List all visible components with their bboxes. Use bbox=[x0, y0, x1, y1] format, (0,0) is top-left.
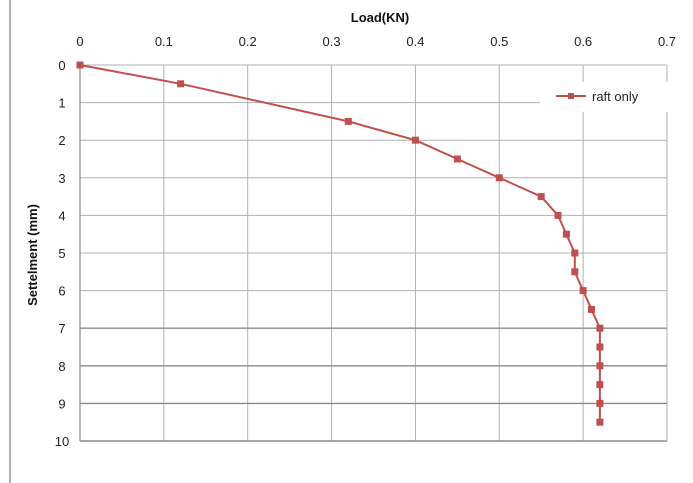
y-tick-label-4: 4 bbox=[58, 208, 65, 223]
data-point-0 bbox=[76, 61, 84, 69]
data-point-4 bbox=[453, 155, 461, 163]
y-tick-label-3: 3 bbox=[58, 171, 65, 186]
x-tick-label-2: 0.2 bbox=[239, 34, 257, 49]
legend-label-raft-only: raft only bbox=[592, 89, 639, 104]
data-point-18 bbox=[596, 418, 604, 426]
data-point-7 bbox=[554, 211, 562, 219]
y-tick-labels: 0 1 2 3 4 5 6 7 8 9 10 bbox=[55, 58, 69, 449]
x-tick-label-6: 0.6 bbox=[574, 34, 592, 49]
data-point-3 bbox=[411, 136, 419, 144]
data-point-5 bbox=[495, 174, 503, 182]
x-tick-labels: 0 0.1 0.2 0.3 0.4 0.5 0.6 0.7 bbox=[76, 34, 676, 49]
y-tick-label-2: 2 bbox=[58, 133, 65, 148]
y-tick-label-6: 6 bbox=[58, 284, 65, 299]
grid-lines bbox=[79, 64, 668, 442]
y-tick-label-9: 9 bbox=[58, 396, 65, 411]
data-point-8 bbox=[562, 230, 570, 238]
y-tick-label-5: 5 bbox=[58, 246, 65, 261]
data-point-15 bbox=[596, 362, 604, 370]
x-tick-label-4: 0.4 bbox=[406, 34, 424, 49]
data-point-10 bbox=[571, 268, 579, 276]
data-point-6 bbox=[537, 193, 545, 201]
data-point-2 bbox=[344, 117, 352, 125]
x-tick-label-1: 0.1 bbox=[155, 34, 173, 49]
x-tick-label-7: 0.7 bbox=[658, 34, 676, 49]
data-point-16 bbox=[596, 381, 604, 389]
y-tick-label-1: 1 bbox=[58, 96, 65, 111]
y-tick-label-0: 0 bbox=[58, 58, 65, 73]
data-point-1 bbox=[177, 80, 185, 88]
x-tick-label-0: 0 bbox=[76, 34, 83, 49]
data-point-17 bbox=[596, 399, 604, 407]
y-tick-label-10: 10 bbox=[55, 434, 69, 449]
data-series bbox=[76, 61, 604, 426]
data-point-14 bbox=[596, 343, 604, 351]
x-tick-label-5: 0.5 bbox=[490, 34, 508, 49]
y-tick-label-8: 8 bbox=[58, 359, 65, 374]
data-point-9 bbox=[571, 249, 579, 257]
y-axis-title: Settelment (mm) bbox=[25, 204, 40, 306]
y-tick-label-7: 7 bbox=[58, 321, 65, 336]
data-point-12 bbox=[588, 305, 595, 313]
legend-marker-swatch bbox=[568, 93, 574, 99]
x-axis-title: Load(KN) bbox=[351, 10, 410, 25]
x-tick-label-3: 0.3 bbox=[323, 34, 341, 49]
legend: raft only bbox=[540, 82, 668, 112]
data-point-13 bbox=[596, 324, 604, 332]
data-point-11 bbox=[579, 287, 587, 295]
